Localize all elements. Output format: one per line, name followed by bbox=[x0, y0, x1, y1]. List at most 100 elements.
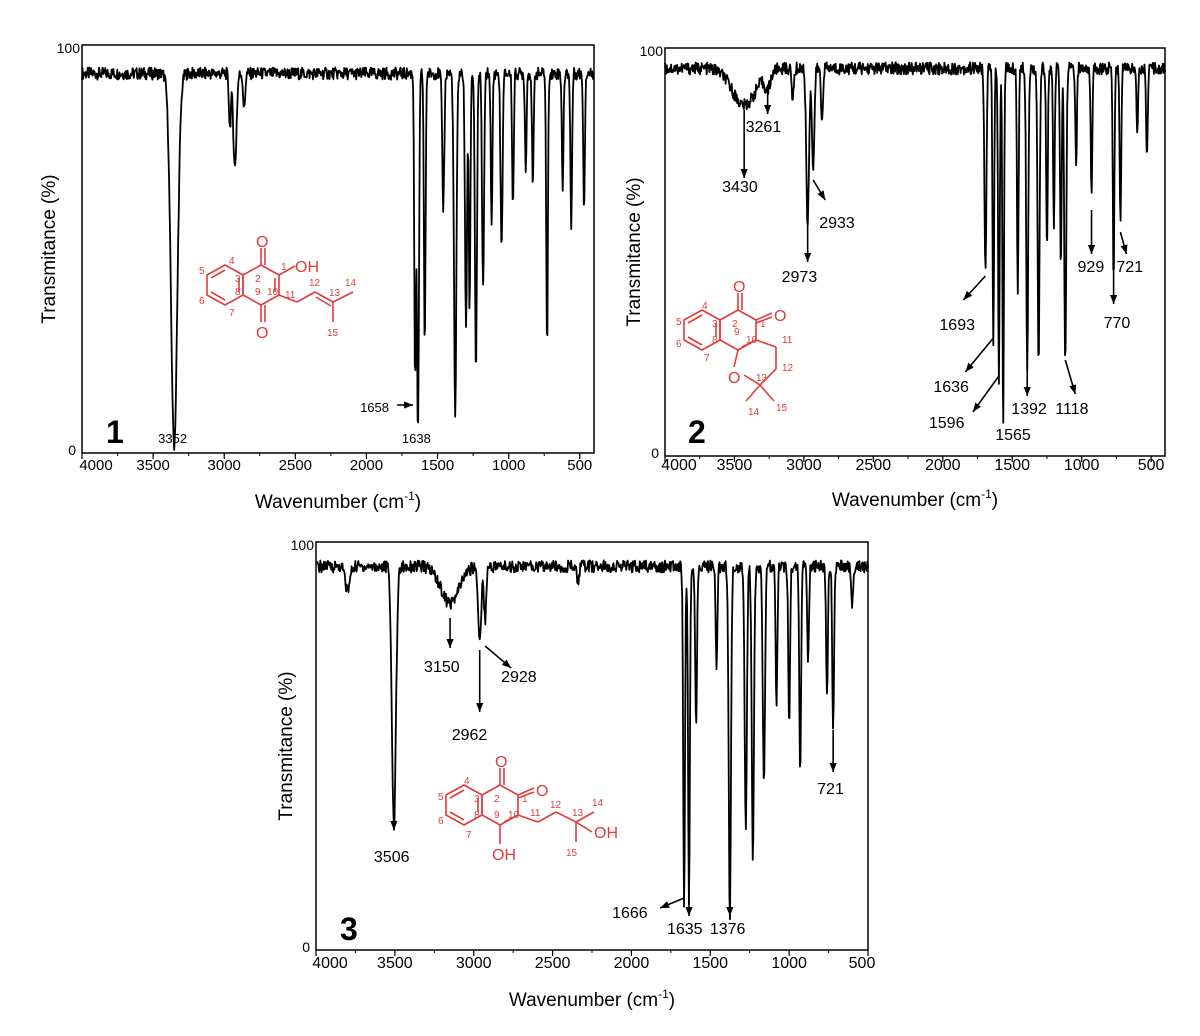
x-tick-label: 3000 bbox=[786, 457, 822, 474]
peak-label: 721 bbox=[1116, 259, 1143, 276]
peak-label: 1638 bbox=[402, 431, 431, 446]
oxygen-label: O bbox=[774, 308, 786, 325]
atom-label: 6 bbox=[199, 296, 205, 307]
atom-label: 3 bbox=[474, 794, 480, 805]
atom-label: 13 bbox=[756, 373, 768, 384]
spectrum-line bbox=[664, 61, 1166, 424]
atom-label: 2 bbox=[255, 274, 261, 285]
x-tick-label: 2500 bbox=[279, 457, 312, 474]
peak-label: 2973 bbox=[782, 269, 818, 286]
peak-arrow-head bbox=[764, 105, 772, 114]
x-tick-label: 1500 bbox=[692, 955, 728, 972]
peak-arrow-head bbox=[1110, 295, 1118, 304]
peak-arrow-head bbox=[965, 362, 974, 372]
peak-arrow-head bbox=[1120, 244, 1128, 254]
x-tick-label: 2000 bbox=[925, 457, 961, 474]
atom-label: 12 bbox=[550, 800, 562, 811]
atom-label: 15 bbox=[566, 848, 578, 859]
peak-arrow-head bbox=[1023, 387, 1031, 396]
panels: 4000 3500 3000 2500 2000 1500 1000 5000100Waven… bbox=[39, 40, 1166, 1011]
x-tick-label: 1000 bbox=[771, 955, 807, 972]
x-tick-label: 3500 bbox=[717, 457, 753, 474]
atom-label: 14 bbox=[748, 407, 760, 418]
atom-label: 5 bbox=[199, 266, 205, 277]
x-tick-label: 1000 bbox=[1064, 457, 1100, 474]
x-axis-label: Wavenumber (cm-1) bbox=[832, 487, 998, 511]
oxygen-label: O bbox=[536, 783, 548, 800]
peak-label: 721 bbox=[817, 781, 844, 798]
y-axis-label: Transmitance (%) bbox=[39, 174, 60, 323]
y-axis-label: Transmitance (%) bbox=[276, 671, 297, 820]
peak-label: 1693 bbox=[939, 317, 975, 334]
atom-label: 1 bbox=[522, 794, 528, 805]
peak-arrow-head bbox=[817, 190, 826, 200]
structure-1: 1 2 3 4 5 6 7 8 9 10 11 12 13 14 15 O OH… bbox=[199, 234, 357, 342]
oxygen-label: O bbox=[256, 325, 268, 342]
peak-arrow-head bbox=[829, 763, 837, 772]
atom-label: 7 bbox=[704, 353, 710, 364]
peak-arrow-head bbox=[390, 821, 398, 830]
x-tick-label: 3000 bbox=[208, 457, 241, 474]
peak-arrow-head bbox=[501, 659, 512, 668]
atom-label: 4 bbox=[464, 776, 470, 787]
peak-arrow-head bbox=[972, 402, 982, 412]
hydroxyl-label: OH bbox=[492, 847, 516, 864]
x-axis-label: Wavenumber (cm-1) bbox=[509, 987, 675, 1011]
y-tick-label: 0 bbox=[68, 442, 76, 458]
atom-label: 12 bbox=[782, 363, 794, 374]
x-tick-label: 4000 bbox=[661, 457, 697, 474]
y-tick-label: 0 bbox=[302, 939, 310, 955]
x-tick-label: 3500 bbox=[377, 955, 413, 972]
structure-2: 1 2 3 4 5 6 7 8 9 10 11 12 13 14 15 O O … bbox=[676, 279, 794, 418]
oxygen-label: O bbox=[256, 234, 268, 251]
peak-label: 3506 bbox=[374, 849, 410, 866]
peak-label: 2962 bbox=[452, 727, 488, 744]
oxygen-label: O bbox=[728, 370, 740, 387]
atom-label: 6 bbox=[676, 339, 682, 350]
peak-label: 929 bbox=[1078, 259, 1105, 276]
x-tick-label: 3500 bbox=[136, 457, 169, 474]
atom-label: 14 bbox=[345, 278, 357, 289]
peak-label: 1565 bbox=[995, 427, 1031, 444]
peak-arrow-head bbox=[476, 703, 484, 712]
structure-3-bonds bbox=[445, 768, 595, 844]
peak-label: 1376 bbox=[710, 921, 746, 938]
atom-label: 7 bbox=[466, 830, 472, 841]
peak-label: 770 bbox=[1104, 315, 1131, 332]
panel-number: 1 bbox=[106, 414, 124, 450]
peak-label: 1666 bbox=[612, 905, 648, 922]
atom-label: 5 bbox=[676, 317, 682, 328]
peak-label: 2933 bbox=[819, 215, 855, 232]
x-tick-label: 4000 bbox=[79, 457, 112, 474]
atom-label: 10 bbox=[508, 810, 520, 821]
x-tick-label: 2000 bbox=[614, 955, 650, 972]
peak-label: 1636 bbox=[933, 379, 969, 396]
peak-label: 3352 bbox=[158, 431, 187, 446]
atom-label: 6 bbox=[438, 816, 444, 827]
atom-label: 7 bbox=[229, 308, 235, 319]
x-tick-label: 1000 bbox=[492, 457, 525, 474]
atom-label: 11 bbox=[285, 290, 296, 301]
atom-label: 10 bbox=[267, 287, 279, 298]
peak-label: 3430 bbox=[722, 179, 758, 196]
peak-label: 2928 bbox=[501, 669, 537, 686]
x-tick-label: 500 bbox=[1138, 457, 1165, 474]
peak-label: 1658 bbox=[360, 400, 389, 415]
peak-arrow-head bbox=[1069, 384, 1077, 394]
oxygen-label: O bbox=[495, 754, 507, 771]
atom-label: 1 bbox=[281, 262, 287, 273]
peak-arrow-head bbox=[740, 169, 748, 178]
atom-label: 15 bbox=[776, 403, 788, 414]
x-tick-label: 500 bbox=[849, 955, 876, 972]
atom-label: 3 bbox=[235, 274, 241, 285]
peak-arrow-head bbox=[404, 401, 414, 409]
atom-label: 13 bbox=[329, 288, 341, 299]
atom-label: 12 bbox=[309, 278, 321, 289]
x-tick-label: 500 bbox=[567, 457, 592, 474]
peak-arrow-head bbox=[804, 253, 812, 262]
atom-label: 9 bbox=[255, 287, 261, 298]
x-tick-label: 2500 bbox=[856, 457, 892, 474]
atom-label: 9 bbox=[494, 810, 500, 821]
atom-label: 4 bbox=[702, 301, 708, 312]
